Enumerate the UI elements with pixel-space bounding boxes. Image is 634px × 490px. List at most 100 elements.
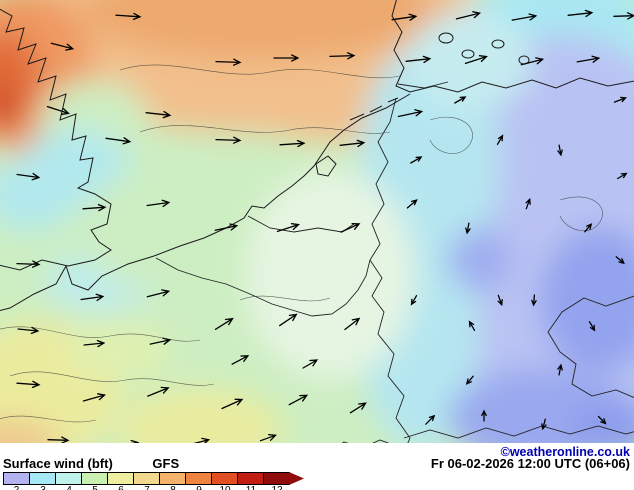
legend-value-10: 10: [219, 486, 230, 490]
wind-arrows: [16, 9, 634, 443]
wind-arrow: [145, 110, 172, 119]
legend-value-7: 7: [144, 486, 150, 490]
weather-map: [0, 0, 634, 443]
legend-unit-10: 10: [211, 472, 238, 490]
legend-swatch-4: [55, 472, 82, 485]
wind-arrow: [276, 223, 300, 233]
wind-arrow: [215, 58, 242, 66]
wind-arrow: [302, 359, 319, 369]
wind-arrow: [221, 398, 244, 410]
map-footer: ©weatheronline.co.uk Surface wind (bft) …: [0, 443, 634, 490]
wind-arrow: [465, 375, 474, 385]
legend-unit-2: 2: [3, 472, 30, 490]
legend-value-12: 12: [271, 486, 282, 490]
legend-swatch-8: [159, 472, 186, 485]
wind-arrow: [541, 418, 547, 431]
wind-arrow: [454, 96, 467, 104]
wind-scale-legend: 2 3 4 5 6 7 8 9 10 11 12: [0, 472, 634, 490]
wind-arrow: [16, 380, 41, 389]
copyright-link[interactable]: ©weatheronline.co.uk: [500, 445, 630, 459]
legend-swatch-7: [133, 472, 160, 485]
wind-arrow: [259, 433, 277, 442]
wind-arrow: [46, 105, 70, 115]
wind-arrow: [344, 317, 361, 331]
wind-arrow: [16, 260, 41, 268]
wind-arrow: [525, 197, 531, 210]
wind-arrow: [425, 414, 436, 425]
wind-arrow: [149, 337, 172, 345]
wind-arrow: [584, 223, 593, 233]
wind-arrow: [16, 172, 41, 181]
wind-arrow: [497, 294, 503, 307]
wind-arrow: [557, 363, 563, 376]
wind-arrow: [82, 393, 107, 402]
wind-arrow: [557, 144, 563, 157]
wind-arrow: [50, 42, 75, 51]
wind-arrow: [105, 137, 132, 145]
wind-arrow: [83, 339, 106, 348]
legend-swatch-6: [107, 472, 134, 485]
legend-value-6: 6: [118, 486, 124, 490]
legend-value-9: 9: [196, 486, 202, 490]
wind-arrow: [146, 289, 171, 298]
wind-arrow: [496, 134, 504, 145]
legend-swatch-11: [237, 472, 264, 485]
wind-arrow: [279, 313, 298, 327]
legend-swatch-9: [185, 472, 212, 485]
legend-value-3: 3: [40, 486, 46, 490]
coastlines: [0, 0, 634, 312]
wind-arrow: [455, 11, 482, 20]
legend-value-4: 4: [66, 486, 72, 490]
legend-swatch-12: [263, 472, 290, 485]
legend-swatch-10: [211, 472, 238, 485]
wind-arrow: [520, 57, 545, 66]
wind-arrow: [410, 295, 418, 306]
wind-arrow: [17, 326, 40, 335]
wind-arrow: [147, 386, 170, 397]
wind-arrow: [617, 172, 628, 180]
wind-arrow: [115, 12, 142, 21]
legend-unit-11: 11: [237, 472, 264, 490]
legend-unit-9: 9: [185, 472, 212, 490]
wind-arrow: [613, 96, 627, 103]
wind-arrow: [279, 139, 306, 148]
wind-arrow: [567, 9, 594, 18]
wind-arrow: [214, 317, 234, 330]
wind-arrow: [464, 55, 488, 65]
wind-arrow: [588, 321, 596, 332]
legend-cells: 2 3 4 5 6 7 8 9 10 11 12: [3, 472, 634, 490]
caption-row: Surface wind (bft) GFS Fr 06-02-2026 12:…: [0, 456, 634, 471]
map-title: Surface wind (bft): [3, 456, 113, 471]
wind-arrow: [130, 439, 140, 443]
legend-unit-5: 5: [81, 472, 108, 490]
legend-arrow-tip: [289, 472, 304, 485]
wind-arrow: [349, 402, 367, 414]
wind-arrow: [288, 394, 309, 406]
wind-arrow: [47, 436, 70, 443]
wind-arrow: [481, 409, 487, 422]
wind-arrow: [511, 13, 538, 21]
wind-arrow: [340, 223, 361, 233]
wind-arrow: [215, 136, 242, 144]
legend-swatch-3: [29, 472, 56, 485]
wind-arrow: [82, 203, 107, 212]
legend-unit-4: 4: [55, 472, 82, 490]
model-label: GFS: [152, 456, 180, 471]
wind-arrow: [397, 109, 424, 118]
copyright-row: ©weatheronline.co.uk: [0, 443, 634, 459]
wind-arrow: [231, 355, 250, 365]
wind-arrow: [615, 256, 625, 265]
caption-left: Surface wind (bft) GFS: [3, 456, 179, 471]
legend-unit-3: 3: [29, 472, 56, 490]
datetime-label: Fr 06-02-2026 12:00 UTC (06+06): [430, 456, 630, 471]
wind-field-map: [0, 0, 634, 443]
wind-arrow: [405, 55, 432, 64]
legend-value-11: 11: [246, 486, 256, 490]
wind-arrow: [339, 139, 366, 148]
legend-unit-6: 6: [107, 472, 134, 490]
legend-unit-12: 12: [263, 472, 290, 490]
legend-value-8: 8: [170, 486, 176, 490]
wind-arrow: [273, 54, 300, 62]
wind-arrow: [613, 12, 634, 20]
